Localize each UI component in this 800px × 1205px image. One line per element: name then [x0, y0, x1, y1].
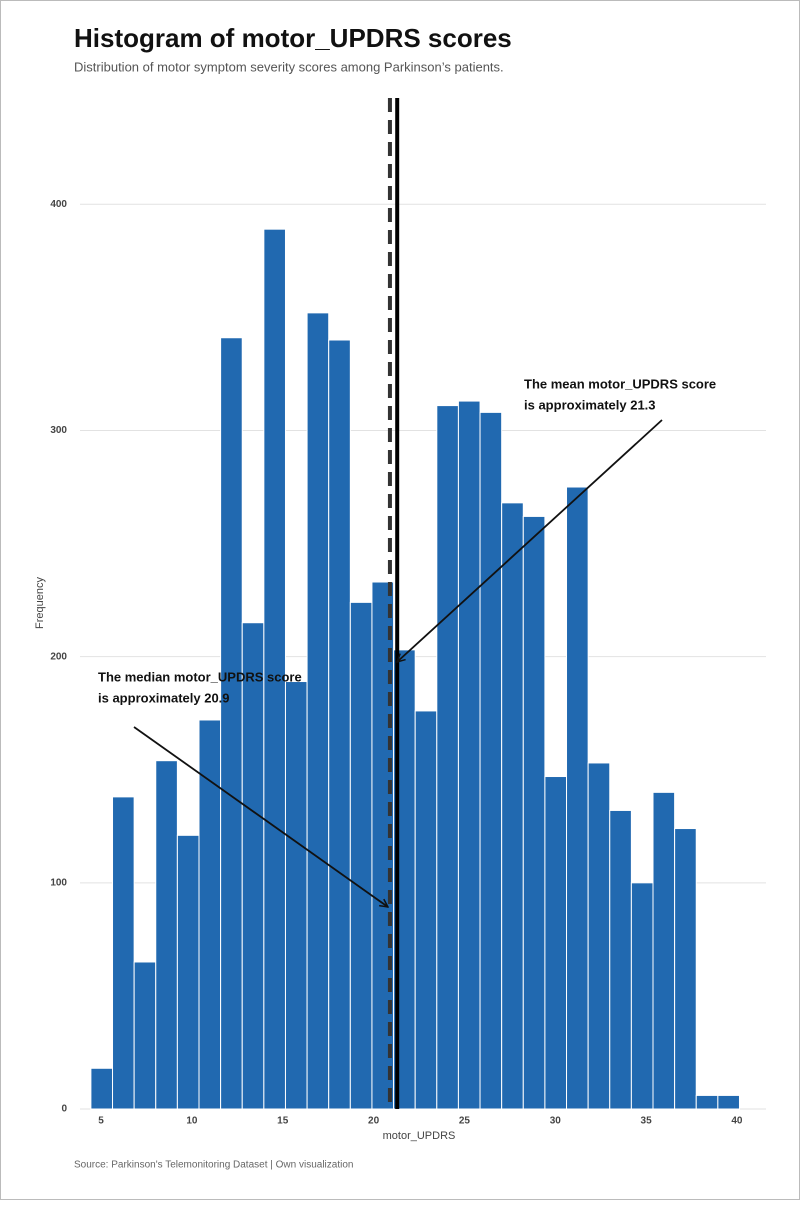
bar	[284, 681, 308, 1110]
bar	[263, 228, 286, 1110]
bar	[674, 828, 697, 1110]
annotation-arrow	[133, 726, 388, 907]
bar	[198, 719, 222, 1110]
bar	[457, 400, 481, 1110]
y-tick-label: 0	[61, 1104, 67, 1115]
annotation: is approximately 20.9	[98, 690, 230, 705]
bar	[479, 411, 503, 1110]
annotation: The mean motor_UPDRS score	[524, 376, 716, 391]
bar	[544, 776, 568, 1110]
x-axis-label: motor_UPDRS	[383, 1130, 456, 1142]
bar	[587, 762, 611, 1110]
bar	[566, 486, 589, 1110]
bar	[90, 1067, 114, 1110]
x-tick-label: 20	[368, 1116, 380, 1127]
bar	[349, 601, 373, 1110]
x-tick-label: 25	[459, 1116, 471, 1127]
x-tick-label: 5	[98, 1116, 104, 1127]
bar	[501, 502, 524, 1110]
bar	[414, 710, 438, 1110]
x-tick-label: 35	[641, 1116, 653, 1127]
chart-subtitle: Distribution of motor symptom severity s…	[74, 59, 504, 74]
x-tick-label: 40	[731, 1116, 743, 1127]
bar	[112, 796, 135, 1110]
bar	[522, 515, 546, 1110]
y-axis-label: Frequency	[34, 577, 46, 629]
bar	[630, 882, 654, 1110]
annotation-arrow	[397, 419, 663, 662]
bar	[241, 622, 265, 1110]
bar	[220, 337, 243, 1110]
bar	[436, 405, 459, 1110]
bar	[328, 339, 351, 1110]
y-tick-label: 200	[50, 651, 67, 662]
caption: Source: Parkinson's Telemonitoring Datas…	[74, 1160, 353, 1171]
bar	[176, 834, 200, 1110]
annotation: is approximately 21.3	[524, 397, 656, 412]
bar	[695, 1094, 719, 1110]
x-tick-label: 10	[186, 1116, 198, 1127]
bar	[133, 961, 157, 1110]
y-tick-label: 300	[50, 425, 67, 436]
annotation: The median motor_UPDRS score	[98, 669, 302, 684]
bar	[609, 809, 632, 1110]
x-tick-label: 30	[550, 1116, 562, 1127]
x-tick-label: 15	[277, 1116, 289, 1127]
y-tick-label: 100	[50, 877, 67, 888]
bar	[652, 791, 676, 1110]
bar	[717, 1094, 740, 1110]
bar	[306, 312, 330, 1110]
chart-title: Histogram of motor_UPDRS scores	[74, 23, 512, 53]
bar	[155, 760, 178, 1110]
y-tick-label: 400	[50, 199, 67, 210]
